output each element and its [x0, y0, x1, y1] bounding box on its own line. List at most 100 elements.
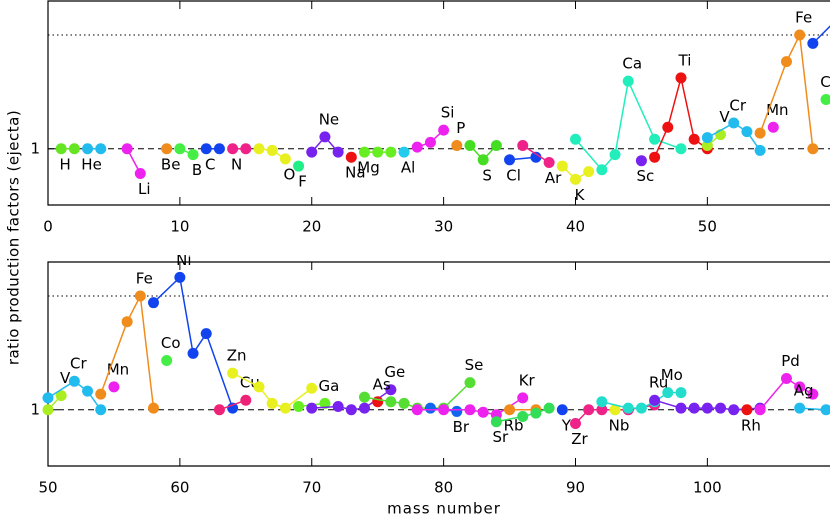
axis-frame	[47, 261, 830, 467]
data-point	[820, 94, 830, 106]
data-point	[121, 143, 133, 155]
element-label: Ru	[649, 374, 668, 392]
element-label: Ag	[794, 382, 814, 400]
element-label: Cl	[506, 166, 521, 184]
data-point	[108, 381, 120, 393]
data-point	[794, 402, 806, 414]
data-point	[794, 381, 806, 393]
element-label: Mn	[107, 360, 129, 378]
data-point	[372, 396, 384, 408]
series-line	[812, 25, 830, 44]
data-point	[596, 164, 608, 176]
element-label: Sc	[637, 167, 655, 185]
data-point	[543, 156, 555, 168]
data-point	[82, 385, 94, 397]
data-point	[464, 140, 476, 152]
element-label: Ga	[319, 377, 340, 395]
data-point	[438, 404, 450, 416]
data-point	[543, 402, 555, 414]
element-label: Sr	[493, 428, 510, 446]
data-point	[675, 387, 687, 399]
data-point	[306, 146, 318, 158]
data-point	[253, 381, 265, 393]
data-point	[332, 146, 344, 158]
element-label: Ca	[622, 55, 642, 73]
element-label: Be	[161, 155, 181, 173]
data-point	[477, 406, 489, 418]
data-point	[556, 404, 568, 416]
series-line	[100, 293, 155, 409]
element-label: Pd	[781, 352, 800, 370]
data-point	[187, 149, 199, 161]
data-point	[517, 410, 529, 422]
data-point	[55, 143, 67, 155]
data-point	[556, 160, 568, 172]
data-point	[240, 394, 252, 406]
element-label: Nb	[609, 416, 630, 434]
data-point	[174, 271, 186, 283]
x-tick-label: 50	[38, 479, 57, 497]
data-point	[411, 141, 423, 153]
element-label: Kr	[519, 371, 536, 389]
element-label: F	[298, 173, 307, 191]
element-label: Fe	[136, 269, 153, 287]
data-point	[662, 387, 674, 399]
element-label: Ge	[384, 363, 405, 381]
plot-area: VCr MnFeCoNiCuZnGaGeAsSeBrKrRbSrYZrNbMoRu…	[42, 255, 830, 448]
data-point	[161, 143, 173, 155]
data-point	[701, 140, 713, 152]
element-label: B	[192, 161, 202, 179]
series-line	[706, 122, 761, 151]
data-point	[490, 140, 502, 152]
data-point	[147, 402, 159, 414]
data-point	[649, 133, 661, 145]
data-point	[42, 392, 54, 404]
data-point	[635, 402, 647, 414]
data-point	[728, 117, 740, 129]
axis-frame	[47, 0, 830, 206]
element-label: Co	[161, 334, 181, 352]
data-point	[569, 173, 581, 185]
element-label: Mg	[357, 159, 379, 177]
data-point	[596, 396, 608, 408]
data-point	[95, 404, 107, 416]
series-line	[759, 32, 814, 149]
data-point	[754, 144, 766, 156]
data-point	[517, 392, 529, 404]
data-point	[253, 143, 265, 155]
data-point	[622, 402, 634, 414]
data-point	[385, 396, 397, 408]
data-point	[517, 140, 529, 152]
data-point	[596, 404, 608, 416]
data-point	[701, 132, 713, 144]
x-tick-label: 20	[302, 218, 321, 236]
data-point	[530, 407, 542, 419]
element-label: Na	[345, 164, 365, 182]
x-tick-label: 40	[566, 218, 585, 236]
data-point	[95, 388, 107, 400]
x-axis-label: mass number	[387, 500, 501, 518]
data-point	[345, 151, 357, 163]
data-point	[569, 133, 581, 145]
data-point	[649, 394, 661, 406]
element-label: Zn	[227, 347, 247, 365]
data-point	[187, 347, 199, 359]
element-label: S	[482, 166, 492, 184]
data-point	[398, 397, 410, 409]
data-point	[42, 404, 54, 416]
element-label: Y	[561, 416, 572, 434]
data-point	[464, 404, 476, 416]
data-point	[293, 401, 305, 413]
data-point	[807, 143, 819, 155]
data-point	[319, 397, 331, 409]
data-point	[741, 126, 753, 138]
data-point	[161, 355, 173, 367]
data-point	[701, 402, 713, 414]
data-point	[794, 29, 806, 41]
data-point	[635, 155, 647, 167]
x-tick-label: 10	[170, 218, 189, 236]
element-label: H	[60, 155, 71, 173]
data-point	[293, 160, 305, 172]
